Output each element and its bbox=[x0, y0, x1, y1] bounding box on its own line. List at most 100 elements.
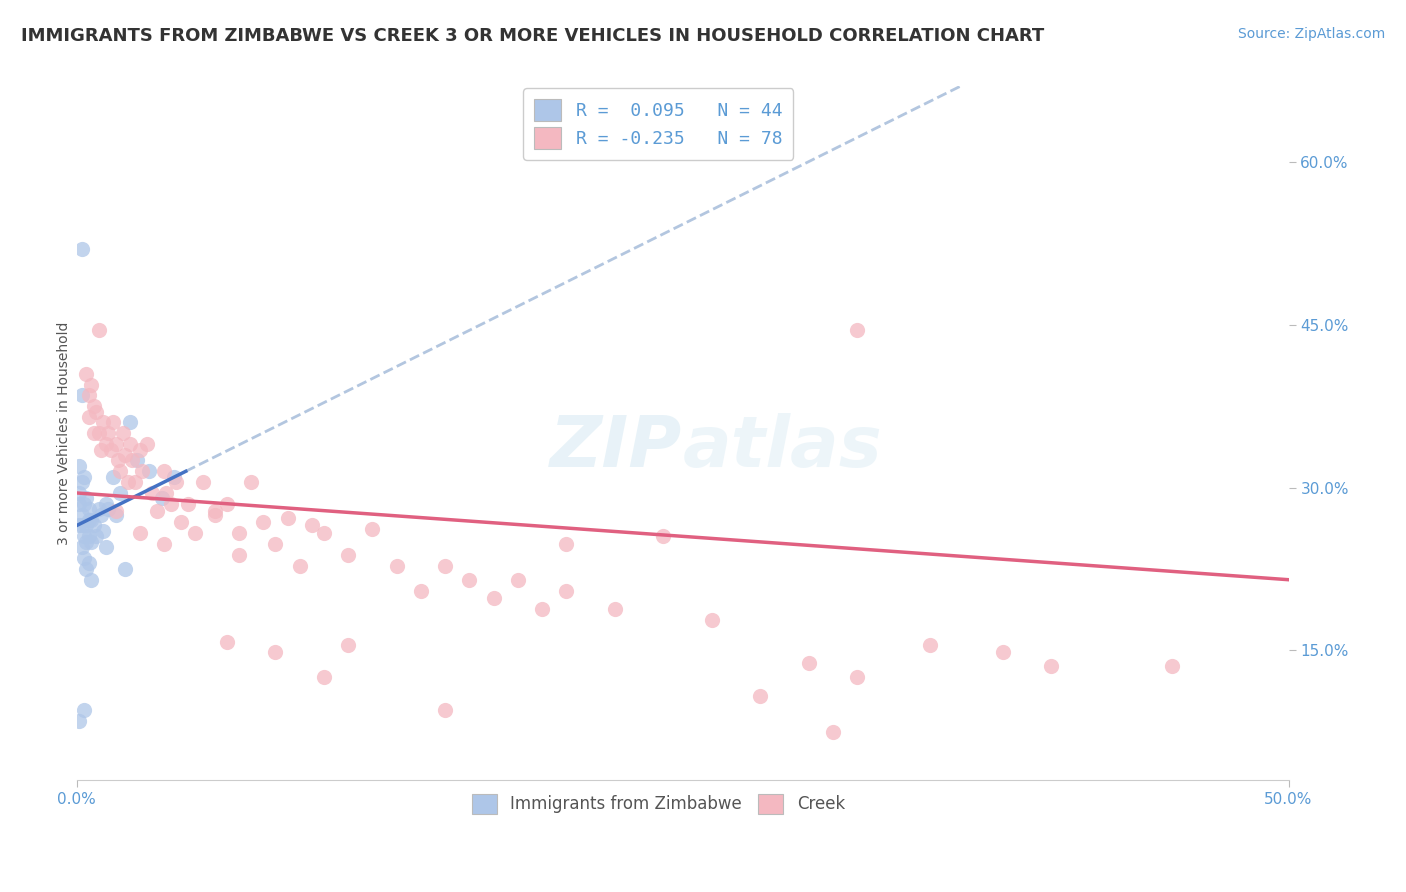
Point bbox=[160, 497, 183, 511]
Point bbox=[361, 522, 384, 536]
Point bbox=[77, 388, 100, 402]
Point bbox=[75, 562, 97, 576]
Point bbox=[482, 591, 505, 606]
Point bbox=[215, 634, 238, 648]
Y-axis label: 3 or more Vehicles in Household: 3 or more Vehicles in Household bbox=[58, 322, 72, 545]
Point bbox=[77, 502, 100, 516]
Point bbox=[312, 670, 335, 684]
Text: Source: ZipAtlas.com: Source: ZipAtlas.com bbox=[1237, 27, 1385, 41]
Point bbox=[104, 508, 127, 522]
Point bbox=[93, 524, 115, 538]
Point bbox=[118, 437, 141, 451]
Point bbox=[70, 518, 93, 533]
Point bbox=[90, 508, 112, 522]
Point bbox=[797, 656, 820, 670]
Point bbox=[1161, 659, 1184, 673]
Point bbox=[75, 534, 97, 549]
Point bbox=[150, 491, 173, 506]
Point bbox=[97, 502, 120, 516]
Point bbox=[918, 638, 941, 652]
Point bbox=[131, 464, 153, 478]
Point bbox=[136, 437, 159, 451]
Point bbox=[240, 475, 263, 489]
Point bbox=[104, 437, 127, 451]
Point bbox=[80, 534, 103, 549]
Point bbox=[67, 714, 90, 728]
Point bbox=[73, 551, 96, 566]
Point bbox=[114, 448, 136, 462]
Point bbox=[846, 323, 869, 337]
Point bbox=[101, 416, 124, 430]
Point bbox=[555, 537, 578, 551]
Point bbox=[312, 526, 335, 541]
Point bbox=[104, 504, 127, 518]
Point bbox=[73, 529, 96, 543]
Point bbox=[97, 426, 120, 441]
Point bbox=[163, 469, 186, 483]
Point bbox=[165, 475, 187, 489]
Point bbox=[603, 602, 626, 616]
Point bbox=[337, 548, 360, 562]
Point bbox=[110, 486, 132, 500]
Point bbox=[90, 442, 112, 457]
Legend: Immigrants from Zimbabwe, Creek: Immigrants from Zimbabwe, Creek bbox=[461, 784, 855, 824]
Point bbox=[83, 426, 105, 441]
Point bbox=[700, 613, 723, 627]
Text: atlas: atlas bbox=[683, 413, 883, 482]
Point bbox=[73, 703, 96, 717]
Point bbox=[215, 497, 238, 511]
Point bbox=[153, 537, 176, 551]
Point bbox=[70, 475, 93, 489]
Point bbox=[80, 573, 103, 587]
Point bbox=[138, 464, 160, 478]
Point bbox=[749, 689, 772, 703]
Point bbox=[67, 497, 90, 511]
Point bbox=[77, 513, 100, 527]
Point bbox=[110, 464, 132, 478]
Point bbox=[83, 518, 105, 533]
Point bbox=[117, 475, 139, 489]
Point bbox=[127, 453, 149, 467]
Point bbox=[67, 518, 90, 533]
Point bbox=[177, 497, 200, 511]
Point bbox=[77, 529, 100, 543]
Point bbox=[121, 453, 143, 467]
Point bbox=[94, 497, 117, 511]
Point bbox=[87, 426, 110, 441]
Point bbox=[80, 513, 103, 527]
Point bbox=[70, 388, 93, 402]
Point bbox=[73, 497, 96, 511]
Point bbox=[153, 464, 176, 478]
Point bbox=[170, 515, 193, 529]
Point bbox=[94, 437, 117, 451]
Point bbox=[409, 583, 432, 598]
Point bbox=[846, 670, 869, 684]
Point bbox=[191, 475, 214, 489]
Point bbox=[70, 540, 93, 554]
Text: IMMIGRANTS FROM ZIMBABWE VS CREEK 3 OR MORE VEHICLES IN HOUSEHOLD CORRELATION CH: IMMIGRANTS FROM ZIMBABWE VS CREEK 3 OR M… bbox=[21, 27, 1045, 45]
Point bbox=[228, 526, 250, 541]
Point bbox=[155, 486, 177, 500]
Point bbox=[70, 242, 93, 256]
Point bbox=[100, 442, 122, 457]
Point bbox=[385, 558, 408, 573]
Point bbox=[434, 558, 457, 573]
Point bbox=[555, 583, 578, 598]
Text: ZIP: ZIP bbox=[550, 413, 683, 482]
Point bbox=[506, 573, 529, 587]
Point bbox=[264, 537, 287, 551]
Point bbox=[128, 442, 150, 457]
Point bbox=[75, 491, 97, 506]
Point bbox=[77, 410, 100, 425]
Point bbox=[277, 511, 299, 525]
Point bbox=[114, 562, 136, 576]
Point bbox=[301, 518, 323, 533]
Point bbox=[83, 399, 105, 413]
Point bbox=[84, 404, 107, 418]
Point bbox=[75, 518, 97, 533]
Point bbox=[458, 573, 481, 587]
Point bbox=[204, 508, 226, 522]
Point bbox=[118, 416, 141, 430]
Point bbox=[77, 557, 100, 571]
Point bbox=[531, 602, 554, 616]
